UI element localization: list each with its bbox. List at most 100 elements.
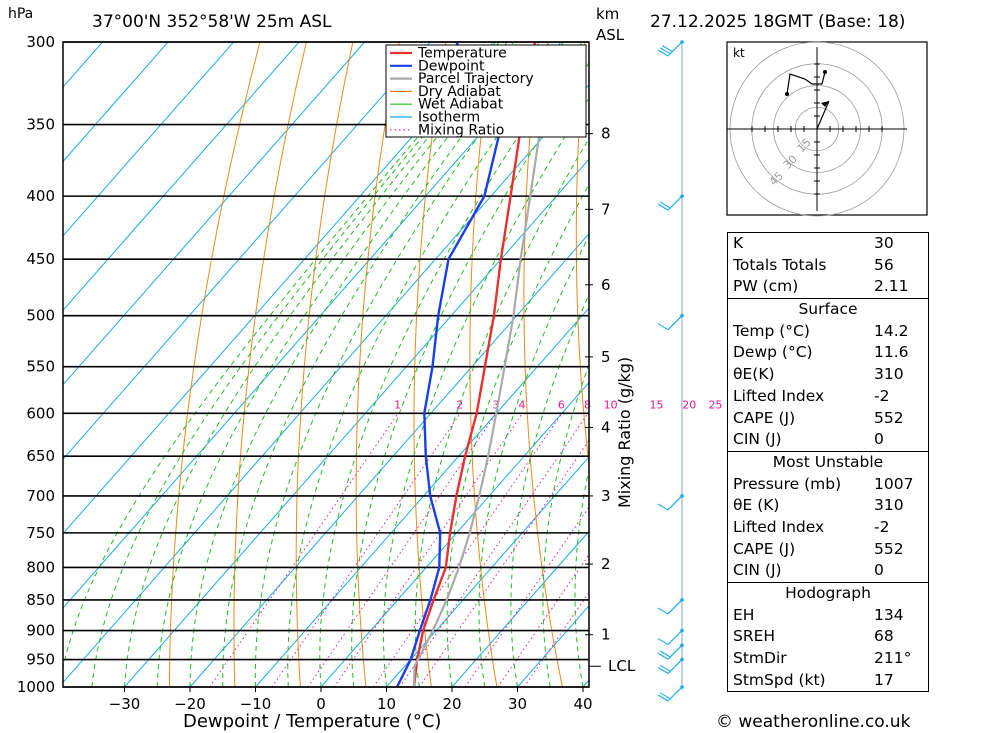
dry-adiabat-line	[523, 42, 563, 687]
series-parcel-trajectory	[412, 42, 550, 687]
km-tick-label: 4	[601, 418, 611, 436]
wind-barbs	[657, 40, 684, 702]
pressure-label: 700	[26, 487, 55, 505]
mixing-ratio-line	[418, 439, 589, 687]
legend-box	[385, 44, 587, 138]
isotherm-line	[63, 42, 431, 460]
wind-barb-flag	[657, 607, 669, 615]
surface-title: Surface	[798, 300, 858, 319]
mixing-ratio-label: 2	[456, 398, 463, 411]
wind-barb-flag	[657, 49, 669, 57]
isotherm-line	[189, 232, 589, 687]
km-tick-label: 8	[601, 125, 611, 143]
mixing-ratio-label: 10	[604, 398, 618, 411]
wind-barb-staff	[667, 315, 683, 331]
pressure-label: 850	[26, 591, 55, 609]
mixing-ratio-line	[372, 413, 563, 687]
surface-row: CAPE (J) 552	[728, 408, 928, 430]
index-value: 56	[874, 255, 894, 274]
hodograph-stat-row: SREH 68	[728, 626, 928, 648]
wind-barb-flag	[657, 503, 669, 511]
most-unstable-row: CAPE (J) 552	[728, 539, 928, 561]
most-unstable-label: CIN (J)	[733, 561, 782, 580]
surface-label: Lifted Index	[733, 386, 825, 405]
isotherm-line	[63, 42, 496, 535]
mixing-ratio-line	[497, 553, 589, 687]
isotherm-line	[451, 530, 589, 687]
mixing-ratio-label: 20	[682, 398, 696, 411]
hodograph-unit: kt	[733, 46, 745, 60]
most-unstable-value: 0	[874, 561, 884, 580]
hodograph-stat-label: StmDir	[733, 649, 787, 668]
mixing-ratio-line	[209, 413, 399, 687]
storm-motion-vector	[816, 100, 830, 130]
index-label: K	[733, 234, 744, 252]
isotherm-line	[63, 42, 169, 163]
dry-adiabat-line	[233, 42, 307, 687]
isotherm-line	[255, 307, 589, 687]
hpa-unit-label: hPa	[8, 6, 33, 22]
mixing-ratio-line	[333, 413, 523, 687]
most-unstable-row: Lifted Index -2	[728, 517, 928, 539]
wind-barb-staff	[667, 599, 683, 615]
wet-adiabat-line	[446, 183, 589, 687]
x-tick-label: 10	[377, 695, 396, 713]
wet-adiabat-line	[351, 62, 589, 687]
most-unstable-label: θE (K)	[733, 496, 780, 515]
hodograph-stat-label: SREH	[733, 627, 776, 646]
isobar-lines	[63, 41, 589, 688]
wind-barb-flag	[657, 638, 669, 646]
index-row: Totals Totals 56	[728, 255, 928, 277]
surface-value: 552	[874, 408, 904, 427]
temperature-axis: −30 −20 −10 0 10 20 30 40	[109, 687, 593, 713]
index-row: PW (cm) 2.11	[728, 276, 928, 298]
pressure-label: 900	[26, 622, 55, 640]
km-tick-label: 6	[601, 276, 611, 294]
km-tick-label: 1	[601, 626, 611, 644]
pressure-label: 1000	[17, 678, 55, 696]
mixing-ratio-label: 25	[708, 398, 722, 411]
surface-value: 0	[874, 430, 884, 449]
pressure-label: 750	[26, 524, 55, 542]
legend-entry: Temperature	[417, 46, 507, 62]
km-tick-label: 5	[601, 348, 611, 366]
wet-adiabat-line	[414, 137, 589, 687]
x-tick-label: 30	[508, 695, 527, 713]
hodograph-stat-row: StmSpd (kt) 17	[728, 670, 928, 692]
most-unstable-value: 552	[874, 539, 904, 558]
mixing-ratio-label: 6	[558, 398, 565, 411]
wind-barb-staff	[667, 659, 683, 674]
mixing-ratio-line	[307, 413, 497, 687]
hodograph-start-dot	[785, 92, 789, 96]
surface-section: Surface Temp (°C) 14.2 Dewp (°C) 11.6 θE(K) 3…	[728, 298, 928, 451]
indices-top-section: K 30 Totals Totals 56 PW (cm) 2.11	[728, 233, 928, 298]
surface-label: Dewp (°C)	[733, 343, 813, 362]
wind-barb-flag	[657, 652, 669, 660]
plot-frame	[62, 41, 590, 688]
pressure-label: 950	[26, 651, 55, 669]
most-unstable-value: 310	[874, 496, 904, 515]
wind-barb-staff	[667, 686, 683, 702]
km-unit-label: km	[596, 5, 619, 23]
mixing-ratio-line	[271, 413, 461, 687]
legend-entry: Dry Adiabat	[418, 84, 501, 100]
dry-adiabat-line	[355, 42, 400, 687]
x-tick-label: 20	[442, 695, 461, 713]
mixing-ratio-line	[464, 506, 589, 687]
pressure-axis: 300 350 400 450 500 550 600 650 700 750 800 850 900 9…	[17, 33, 55, 696]
surface-label: CIN (J)	[733, 430, 782, 449]
lcl-marker: LCL	[589, 657, 636, 675]
mixing-ratio-line	[523, 591, 589, 687]
surface-value: 14.2	[874, 321, 909, 340]
legend-entry: Wet Adiabat	[418, 97, 504, 113]
wet-adiabat-line	[91, 42, 503, 687]
surface-label: CAPE (J)	[733, 408, 796, 427]
mixing-ratio-axis-title: Mixing Ratio (g/kg)	[615, 357, 634, 508]
wind-barb-flag	[657, 203, 669, 211]
indices-table: K 30 Totals Totals 56 PW (cm) 2.11 Surface Te…	[727, 232, 929, 693]
pressure-label: 550	[26, 358, 55, 376]
datetime-title: 27.12.2025 18GMT (Base: 18)	[650, 12, 905, 32]
surface-row: Lifted Index -2	[728, 386, 928, 408]
wind-barb-flag	[657, 694, 669, 702]
